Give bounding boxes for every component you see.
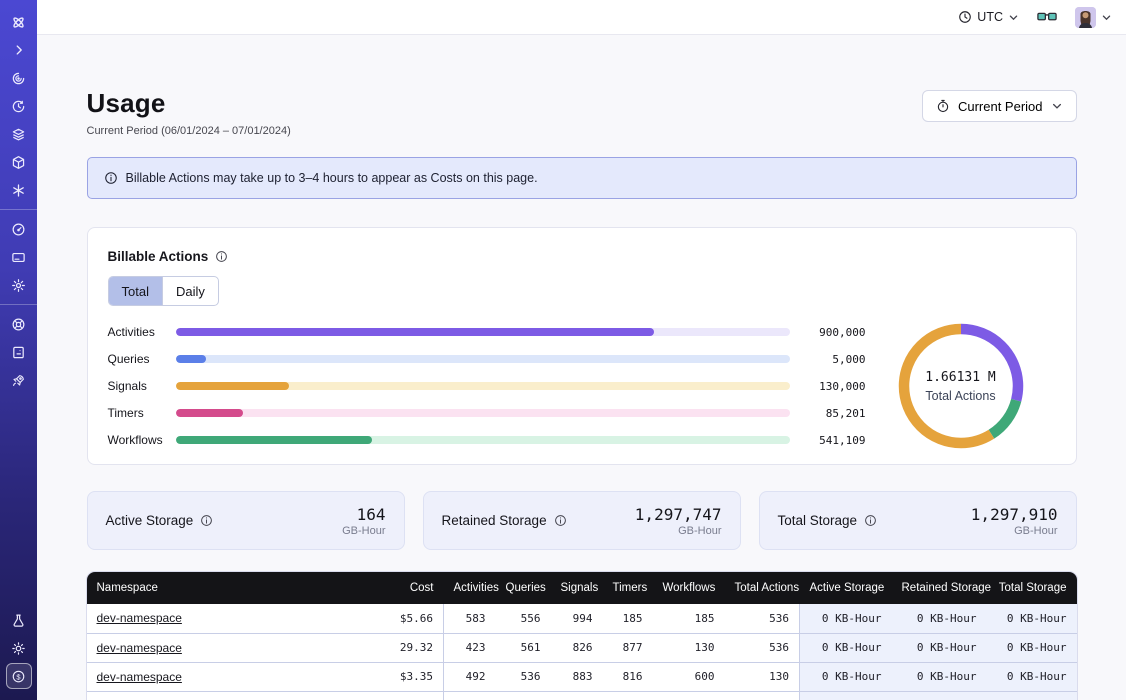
pricing-dollar-highlight: $ [5, 663, 32, 689]
total-actions-donut-chart: 1.66131 M Total Actions [866, 322, 1056, 450]
col-total-storage: Total Storage [986, 572, 1077, 604]
col-cost: Cost [386, 572, 444, 604]
banner-text: Billable Actions may take up to 3–4 hour… [125, 171, 538, 185]
col-retained-storage: Retained Storage [891, 572, 991, 604]
bar-row-workflows: Workflows 541,109 [107, 433, 866, 447]
info-icon[interactable] [200, 514, 213, 527]
bar-row-signals: Signals 130,000 [107, 379, 866, 393]
namespace-link[interactable]: dev-namespace [96, 669, 182, 684]
table-row: dev-namespace $5.66 583 556 994 185 185 … [86, 604, 1077, 633]
sidebar-divider [0, 209, 37, 210]
table-row: dev-namespace $3.35 492 536 883 816 600 … [86, 661, 1077, 691]
namespaces-icon[interactable] [0, 64, 37, 92]
col-timers: Timers [602, 572, 653, 604]
temporal-logo-icon[interactable] [0, 8, 37, 36]
svg-text:$: $ [16, 672, 21, 681]
bar-track [175, 328, 790, 336]
bar-track [175, 355, 790, 363]
chevron-down-icon [1102, 15, 1111, 20]
page-title: Usage [86, 88, 166, 118]
col-signals: Signals [550, 572, 603, 604]
usage-gauge-icon[interactable] [0, 215, 37, 243]
donut-segments [898, 323, 1023, 449]
user-menu[interactable] [1075, 6, 1112, 28]
namespace-link[interactable]: dev-namespace [97, 699, 182, 700]
namespace-link[interactable]: dev-namespace [96, 640, 182, 655]
col-workflows: Workflows [652, 572, 725, 604]
clock-icon [959, 11, 972, 23]
page-subtitle: Current Period (06/01/2024 – 07/01/2024) [86, 125, 291, 137]
settings-gear-icon[interactable] [0, 271, 37, 299]
nexus-asterisk-icon[interactable] [0, 176, 37, 204]
col-total-actions: Total Actions [724, 572, 800, 604]
col-activities: Activities [443, 572, 499, 604]
storage-unit: GB-Hour [678, 524, 722, 537]
bar-fill [175, 409, 244, 417]
info-icon[interactable] [864, 514, 877, 527]
avatar [1075, 6, 1096, 28]
info-icon [104, 171, 118, 185]
pricing-dollar-icon[interactable]: $ [0, 662, 37, 690]
table-row: dev-namespace [86, 690, 1077, 700]
info-icon[interactable] [554, 514, 567, 527]
schedules-clock-icon[interactable] [0, 92, 37, 120]
bar-row-activities: Activities 900,000 [107, 325, 866, 339]
topbar: UTC [37, 0, 1126, 35]
table-header-row: Namespace Cost Activities Queries Signal… [86, 572, 1077, 604]
col-active-storage: Active Storage [799, 572, 892, 604]
chevron-down-icon [1052, 103, 1061, 109]
bar-row-queries: Queries 5,000 [107, 352, 866, 366]
bar-track [175, 382, 790, 390]
col-queries: Queries [495, 572, 551, 604]
timezone-selector[interactable]: UTC [958, 10, 1019, 24]
donut-total-value: 1.66131 M [925, 369, 996, 385]
billable-actions-card: Billable Actions Total Daily Activities … [86, 227, 1077, 465]
sidebar: $ [0, 0, 37, 700]
namespace-usage-table: Namespace Cost Activities Queries Signal… [86, 572, 1077, 700]
support-lifebuoy-icon[interactable] [0, 310, 37, 338]
billable-actions-title: Billable Actions [107, 248, 209, 264]
storage-summary-row: Active Storage 164 GB-Hour Retained Stor… [86, 491, 1077, 550]
feature-preview-glasses-icon[interactable] [1037, 10, 1057, 24]
donut-total-label: Total Actions [925, 388, 996, 403]
timezone-label: UTC [977, 10, 1003, 24]
expand-sidebar-icon[interactable] [0, 36, 37, 64]
active-storage-card: Active Storage 164 GB-Hour [86, 491, 405, 550]
namespace-link[interactable]: dev-namespace [96, 611, 182, 626]
col-namespace: Namespace [86, 572, 387, 604]
bar-fill [175, 382, 290, 390]
layers-icon[interactable] [0, 120, 37, 148]
theme-sun-icon[interactable] [0, 634, 37, 662]
getting-started-rocket-icon[interactable] [0, 366, 37, 394]
retained-storage-card: Retained Storage 1,297,747 GB-Hour [422, 491, 741, 550]
billing-card-icon[interactable] [0, 243, 37, 271]
bar-row-timers: Timers 85,201 [107, 406, 866, 420]
retained-storage-value: 1,297,747 [634, 504, 722, 524]
total-storage-card: Total Storage 1,297,910 GB-Hour [758, 491, 1077, 550]
storage-unit: GB-Hour [342, 524, 386, 537]
docs-icon[interactable] [0, 338, 37, 366]
labs-flask-icon[interactable] [0, 606, 37, 634]
table-row: dev-namespace 29.32 423 561 826 877 130 … [86, 632, 1077, 662]
total-daily-toggle: Total Daily [107, 276, 219, 306]
tab-daily[interactable]: Daily [161, 277, 218, 305]
total-storage-value: 1,297,910 [970, 504, 1058, 524]
chevron-down-icon [1009, 15, 1018, 20]
sidebar-divider [0, 304, 37, 305]
bar-fill [175, 355, 207, 363]
tab-total[interactable]: Total [108, 277, 162, 305]
main-content: Usage Current Period (06/01/2024 – 07/01… [37, 35, 1126, 700]
bar-track [175, 436, 790, 444]
info-banner: Billable Actions may take up to 3–4 hour… [86, 157, 1077, 199]
active-storage-value: 164 [356, 504, 386, 524]
stopwatch-icon [937, 99, 949, 113]
info-icon[interactable] [215, 250, 228, 263]
storage-unit: GB-Hour [1014, 524, 1058, 537]
bar-fill [175, 436, 372, 444]
current-period-dropdown[interactable]: Current Period [921, 90, 1077, 122]
deployments-cube-icon[interactable] [0, 148, 37, 176]
bar-fill [175, 328, 655, 336]
billable-actions-bar-chart: Activities 900,000 Queries 5,000 Signals… [108, 322, 866, 450]
bar-track [175, 409, 790, 417]
